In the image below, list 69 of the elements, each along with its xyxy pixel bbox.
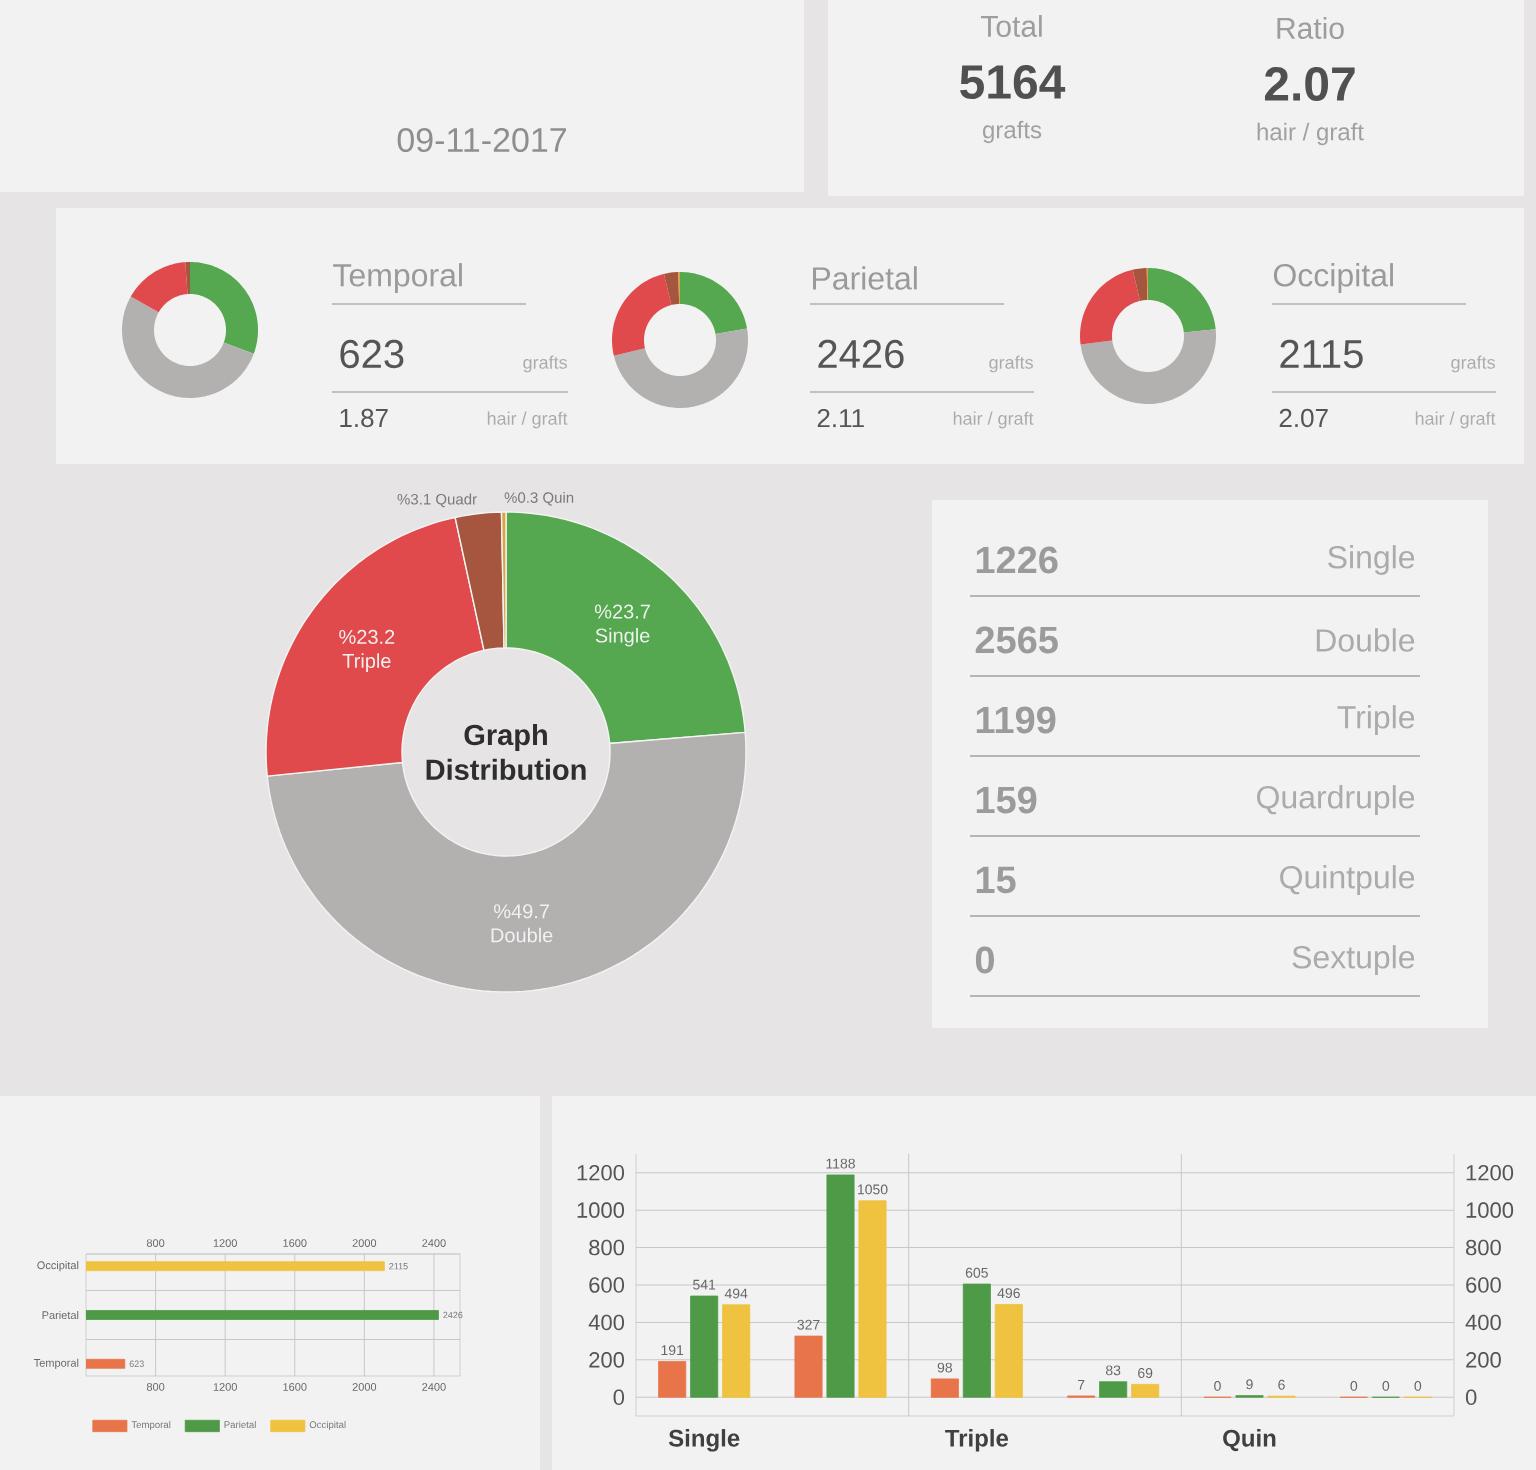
bar xyxy=(658,1361,687,1398)
y-tick-label: 1200 xyxy=(577,1164,625,1181)
text: 5164 xyxy=(960,65,1066,99)
x-tick-label: Quin xyxy=(1223,1429,1276,1452)
text: 09-11-2017 xyxy=(397,127,566,153)
text: Total xyxy=(980,14,1042,37)
text: hair / graft xyxy=(1257,122,1364,146)
text: Sextuple xyxy=(1292,945,1415,975)
y-tick-label: 600 xyxy=(589,1277,625,1293)
text: 2565 xyxy=(975,626,1058,654)
text: Triple xyxy=(1337,705,1415,735)
y-tick-label: 1000 xyxy=(577,1202,625,1218)
y2-tick-label: 1200 xyxy=(1466,1164,1514,1181)
text: 2115 xyxy=(1280,339,1363,369)
text: Occipital xyxy=(1273,263,1393,293)
y2-tick-label: 600 xyxy=(1466,1277,1501,1293)
text: grafts xyxy=(989,355,1033,373)
bar xyxy=(722,1304,751,1398)
text: Quardruple xyxy=(1257,785,1415,815)
text: Ratio xyxy=(1277,16,1344,39)
text: 1.87 xyxy=(340,408,388,428)
text: Double xyxy=(1316,628,1415,652)
x-tick-label: Triple xyxy=(945,1429,1009,1452)
text: 15 xyxy=(976,866,1016,894)
text: 0 xyxy=(975,946,994,974)
bar xyxy=(994,1304,1023,1398)
y-tick-label: 200 xyxy=(589,1352,625,1368)
y2-tick-label: 400 xyxy=(1465,1314,1501,1331)
text: 159 xyxy=(976,786,1037,814)
text: grafts xyxy=(1451,355,1495,373)
text: 2.07 xyxy=(1279,408,1328,428)
text: hair / graft xyxy=(1415,411,1496,429)
y2-tick-label: 1000 xyxy=(1466,1202,1514,1218)
text: Temporal xyxy=(333,263,462,293)
bar xyxy=(1099,1381,1128,1398)
text: Single xyxy=(1328,545,1415,575)
bar xyxy=(1131,1383,1160,1398)
bar xyxy=(690,1295,719,1398)
y2-tick-label: 200 xyxy=(1466,1352,1501,1368)
x-tick-label: Single xyxy=(668,1429,740,1452)
text: Graph Distribution xyxy=(426,723,586,781)
slice-label: Double xyxy=(491,927,553,943)
y-tick-label: 800 xyxy=(589,1239,625,1256)
y-tick-label: 400 xyxy=(588,1314,625,1331)
text: hair / graft xyxy=(487,411,568,429)
text: Quintpule xyxy=(1280,865,1415,895)
data-label: %23.7 xyxy=(594,604,650,619)
text: 1199 xyxy=(976,706,1056,734)
text: grafts xyxy=(983,120,1042,144)
data-label: %23.2 xyxy=(339,629,395,644)
y2-tick-label: 800 xyxy=(1466,1239,1501,1256)
bar xyxy=(794,1335,823,1398)
text: 2.07 xyxy=(1264,67,1355,101)
y2-tick-label: 0 xyxy=(1465,1389,1477,1406)
text: 1226 xyxy=(976,546,1058,574)
slice-label: Single xyxy=(595,627,650,647)
text: 2.11 xyxy=(817,408,864,428)
bar xyxy=(930,1378,959,1398)
bar xyxy=(826,1174,855,1398)
text: 623 xyxy=(340,339,404,369)
slice-label: Triple xyxy=(342,653,391,672)
bar xyxy=(858,1200,887,1398)
text: grafts xyxy=(523,355,567,373)
data-label: %49.7 xyxy=(494,904,550,919)
text: hair / graft xyxy=(953,411,1034,429)
text: 2426 xyxy=(818,339,904,369)
y-tick-label: 0 xyxy=(613,1389,625,1406)
text: Parietal xyxy=(813,266,917,290)
bar xyxy=(962,1283,991,1398)
